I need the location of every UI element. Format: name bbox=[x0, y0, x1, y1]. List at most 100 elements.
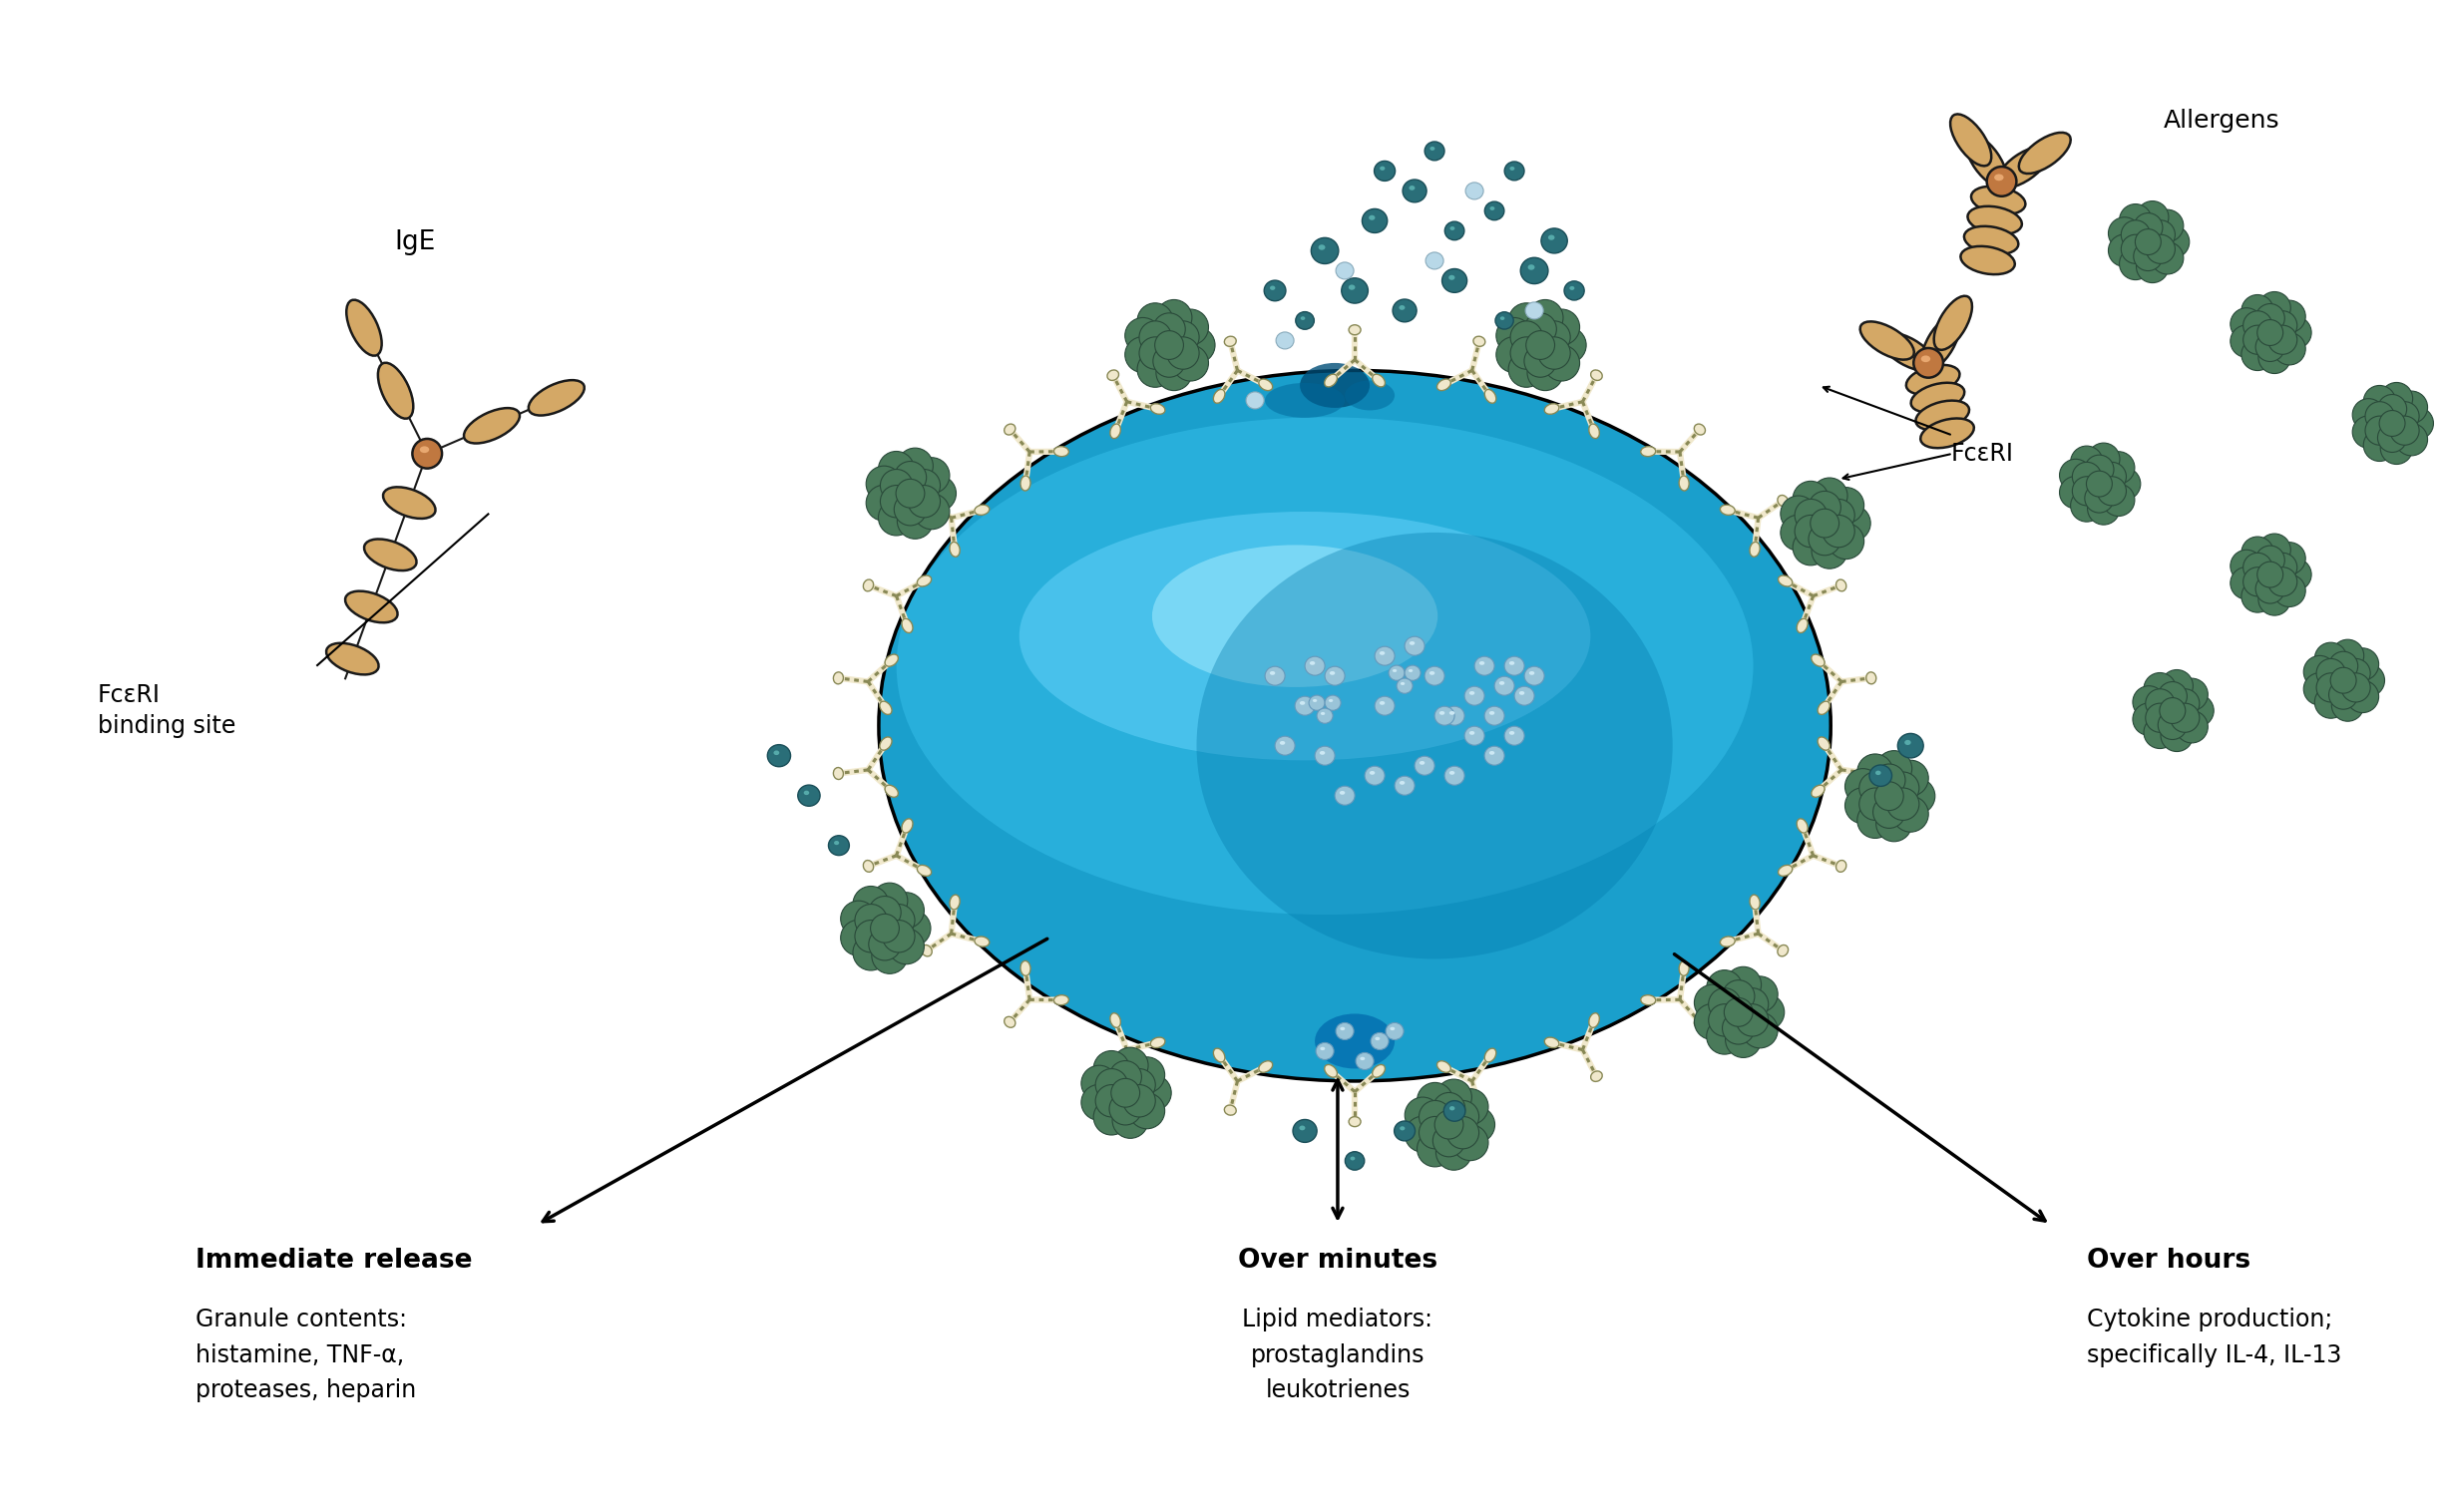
Ellipse shape bbox=[871, 937, 908, 974]
Ellipse shape bbox=[1794, 499, 1826, 531]
Ellipse shape bbox=[2151, 242, 2185, 274]
Ellipse shape bbox=[1055, 446, 1069, 457]
Ellipse shape bbox=[1828, 523, 1865, 559]
Ellipse shape bbox=[1484, 706, 1504, 726]
Ellipse shape bbox=[1875, 771, 1882, 776]
Ellipse shape bbox=[1543, 345, 1579, 381]
Ellipse shape bbox=[1523, 345, 1557, 376]
Ellipse shape bbox=[2314, 686, 2346, 718]
Ellipse shape bbox=[1743, 977, 1777, 1012]
Ellipse shape bbox=[2146, 689, 2175, 718]
Ellipse shape bbox=[1435, 1110, 1462, 1139]
Ellipse shape bbox=[1726, 966, 1762, 1002]
Ellipse shape bbox=[1892, 761, 1928, 797]
Ellipse shape bbox=[1845, 768, 1882, 804]
Ellipse shape bbox=[918, 576, 932, 587]
Ellipse shape bbox=[871, 883, 908, 919]
Ellipse shape bbox=[1823, 499, 1855, 531]
Ellipse shape bbox=[2304, 673, 2336, 705]
Ellipse shape bbox=[1318, 245, 1325, 249]
Ellipse shape bbox=[1694, 984, 1731, 1021]
Ellipse shape bbox=[2121, 221, 2151, 249]
Ellipse shape bbox=[1860, 322, 1914, 360]
Ellipse shape bbox=[1811, 532, 1848, 569]
Ellipse shape bbox=[1003, 1016, 1015, 1028]
Ellipse shape bbox=[1721, 505, 1736, 516]
Ellipse shape bbox=[1872, 795, 1906, 829]
Ellipse shape bbox=[1399, 780, 1406, 785]
Ellipse shape bbox=[1736, 1004, 1767, 1036]
Ellipse shape bbox=[1484, 747, 1504, 765]
Ellipse shape bbox=[1394, 299, 1416, 322]
Ellipse shape bbox=[1496, 318, 1533, 354]
Ellipse shape bbox=[1709, 1004, 1740, 1036]
Ellipse shape bbox=[1426, 253, 1443, 269]
Ellipse shape bbox=[1589, 1013, 1599, 1028]
Ellipse shape bbox=[1140, 321, 1172, 354]
Ellipse shape bbox=[1426, 667, 1445, 685]
Ellipse shape bbox=[1474, 1105, 1484, 1116]
Ellipse shape bbox=[1394, 1120, 1416, 1142]
Ellipse shape bbox=[1374, 160, 1396, 181]
Ellipse shape bbox=[1123, 1069, 1155, 1101]
Text: FcεRI
binding site: FcεRI binding site bbox=[98, 683, 237, 738]
Ellipse shape bbox=[2119, 248, 2151, 280]
Ellipse shape bbox=[2133, 703, 2165, 735]
Ellipse shape bbox=[864, 860, 874, 872]
Ellipse shape bbox=[1484, 1048, 1496, 1061]
Ellipse shape bbox=[1723, 1012, 1755, 1045]
Ellipse shape bbox=[1123, 1084, 1155, 1117]
Ellipse shape bbox=[1640, 995, 1655, 1005]
Ellipse shape bbox=[1706, 1019, 1743, 1054]
Ellipse shape bbox=[2072, 476, 2102, 505]
Ellipse shape bbox=[1316, 747, 1335, 765]
Ellipse shape bbox=[1694, 1016, 1706, 1028]
Ellipse shape bbox=[1779, 496, 1816, 532]
Ellipse shape bbox=[1321, 1046, 1325, 1051]
Ellipse shape bbox=[2133, 686, 2165, 718]
Ellipse shape bbox=[344, 591, 398, 623]
Ellipse shape bbox=[1887, 773, 1919, 804]
Ellipse shape bbox=[1416, 756, 1435, 776]
Ellipse shape bbox=[2378, 395, 2407, 423]
Ellipse shape bbox=[2268, 325, 2297, 354]
Ellipse shape bbox=[1811, 478, 1848, 514]
Ellipse shape bbox=[1260, 380, 1272, 390]
Ellipse shape bbox=[1469, 691, 1474, 696]
Ellipse shape bbox=[1345, 1152, 1365, 1170]
Ellipse shape bbox=[1933, 296, 1972, 349]
Ellipse shape bbox=[2363, 386, 2395, 417]
Ellipse shape bbox=[1391, 670, 1396, 673]
Ellipse shape bbox=[1213, 1048, 1225, 1061]
Ellipse shape bbox=[1640, 446, 1655, 457]
Ellipse shape bbox=[1545, 404, 1560, 414]
Ellipse shape bbox=[1592, 370, 1601, 381]
Ellipse shape bbox=[1880, 333, 1936, 370]
Ellipse shape bbox=[1274, 736, 1294, 754]
Ellipse shape bbox=[1921, 355, 1931, 363]
Ellipse shape bbox=[2268, 311, 2297, 340]
Ellipse shape bbox=[1545, 1037, 1560, 1048]
Ellipse shape bbox=[1819, 702, 1831, 715]
Ellipse shape bbox=[1777, 496, 1789, 507]
Ellipse shape bbox=[2136, 251, 2168, 283]
Ellipse shape bbox=[1167, 337, 1199, 369]
Ellipse shape bbox=[886, 655, 898, 667]
Ellipse shape bbox=[1335, 262, 1355, 280]
Ellipse shape bbox=[1906, 364, 1960, 395]
Ellipse shape bbox=[1372, 373, 1384, 387]
Ellipse shape bbox=[879, 451, 915, 487]
Ellipse shape bbox=[1867, 671, 1877, 683]
Ellipse shape bbox=[2102, 484, 2136, 516]
Ellipse shape bbox=[1386, 1022, 1404, 1040]
Ellipse shape bbox=[2243, 325, 2273, 354]
Ellipse shape bbox=[1443, 1101, 1465, 1122]
Ellipse shape bbox=[1811, 655, 1823, 667]
Ellipse shape bbox=[893, 493, 928, 526]
Ellipse shape bbox=[1504, 162, 1523, 180]
Ellipse shape bbox=[1494, 676, 1513, 696]
Ellipse shape bbox=[1526, 331, 1555, 360]
Ellipse shape bbox=[1081, 1066, 1118, 1101]
Ellipse shape bbox=[1394, 776, 1416, 795]
Ellipse shape bbox=[1111, 423, 1120, 438]
